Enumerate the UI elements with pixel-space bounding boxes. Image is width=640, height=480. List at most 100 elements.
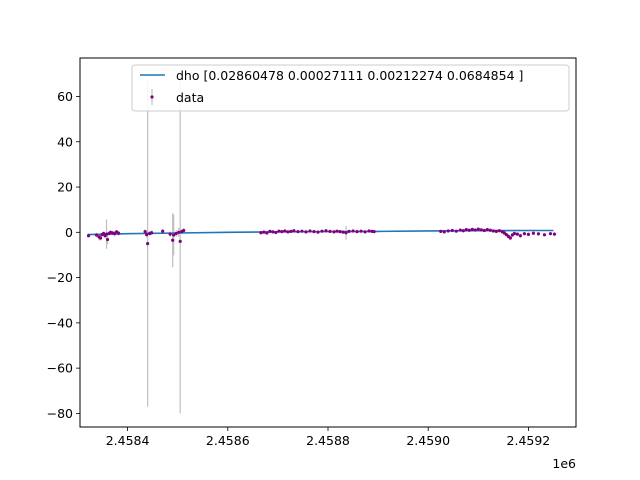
y-axis: 60 40 20 0 −20 −40 −60 −80 bbox=[47, 89, 80, 421]
data-point bbox=[286, 230, 290, 234]
data-point bbox=[518, 234, 522, 238]
data-point bbox=[494, 229, 498, 234]
data-point bbox=[461, 229, 465, 233]
data-point bbox=[274, 230, 278, 235]
legend-marker-swatch bbox=[150, 95, 154, 99]
data-point bbox=[542, 233, 547, 237]
data-point bbox=[526, 232, 531, 236]
data-point bbox=[177, 230, 181, 234]
data-point bbox=[143, 230, 147, 234]
data-point bbox=[86, 234, 91, 238]
data-point bbox=[308, 229, 312, 233]
data-point bbox=[174, 231, 178, 236]
data-point bbox=[344, 231, 348, 235]
data-point bbox=[328, 229, 332, 234]
data-point bbox=[338, 230, 342, 234]
data-point bbox=[262, 230, 266, 234]
data-point bbox=[320, 229, 324, 233]
y-tick-label: −40 bbox=[47, 315, 73, 330]
x-tick-label: 2.4588 bbox=[306, 433, 350, 448]
data-point bbox=[458, 228, 462, 232]
data-point bbox=[145, 232, 149, 237]
data-point bbox=[172, 233, 176, 237]
data-point bbox=[464, 228, 468, 232]
data-point bbox=[491, 229, 495, 233]
data-point bbox=[150, 231, 154, 235]
data-point bbox=[277, 229, 281, 233]
data-point bbox=[442, 230, 446, 234]
data-point bbox=[312, 230, 316, 234]
data-point bbox=[367, 229, 371, 233]
data-point bbox=[531, 231, 536, 235]
x-tick-label: 2.4584 bbox=[106, 433, 150, 448]
y-tick-label: 60 bbox=[57, 89, 73, 104]
data-point bbox=[161, 229, 165, 233]
y-tick-label: −60 bbox=[47, 361, 73, 376]
data-point bbox=[536, 232, 541, 236]
data-point bbox=[271, 230, 275, 234]
data-point bbox=[359, 229, 363, 233]
data-point bbox=[94, 233, 99, 237]
data-point bbox=[363, 230, 367, 234]
y-tick-label: 40 bbox=[57, 134, 73, 149]
data-point bbox=[265, 231, 269, 235]
data-point bbox=[485, 228, 489, 232]
data-point bbox=[168, 232, 172, 236]
x-tick-label: 2.4592 bbox=[507, 433, 551, 448]
data-point bbox=[473, 228, 477, 232]
data-point bbox=[488, 228, 492, 232]
data-point bbox=[283, 229, 287, 233]
data-point bbox=[351, 229, 355, 233]
legend: dho [0.02860478 0.00027111 0.00212274 0.… bbox=[131, 64, 570, 112]
legend-box bbox=[131, 64, 570, 112]
data-point bbox=[98, 236, 103, 240]
data-point bbox=[259, 231, 263, 235]
data-point bbox=[522, 232, 527, 236]
data-point bbox=[101, 231, 106, 236]
x-tick-label: 2.4590 bbox=[406, 433, 450, 448]
data-point bbox=[335, 229, 339, 233]
data-point bbox=[512, 231, 516, 236]
y-tick-label: −80 bbox=[47, 406, 73, 421]
data-point bbox=[341, 230, 345, 234]
data-point bbox=[446, 229, 450, 233]
data-point bbox=[355, 230, 359, 234]
data-point bbox=[476, 227, 480, 231]
x-offset-label: 1e6 bbox=[552, 456, 576, 471]
data-point bbox=[332, 230, 336, 234]
data-point bbox=[454, 229, 458, 233]
data-points bbox=[86, 227, 557, 246]
data-point bbox=[467, 228, 471, 232]
data-point bbox=[296, 230, 300, 234]
data-point bbox=[104, 232, 109, 236]
data-point bbox=[479, 228, 483, 232]
data-point bbox=[470, 227, 474, 231]
data-point bbox=[182, 228, 186, 233]
x-tick-label: 2.4586 bbox=[206, 433, 250, 448]
data-point bbox=[178, 239, 182, 243]
data-point bbox=[548, 232, 553, 236]
data-point bbox=[105, 237, 110, 242]
legend-label-data: data bbox=[176, 90, 204, 105]
data-point bbox=[515, 232, 519, 236]
data-point bbox=[146, 242, 150, 246]
data-point bbox=[508, 236, 512, 240]
y-tick-label: −20 bbox=[47, 270, 73, 285]
data-point bbox=[280, 230, 284, 234]
x-axis: 2.4584 2.4586 2.4588 2.4590 2.4592 bbox=[106, 427, 551, 448]
data-point bbox=[450, 228, 454, 233]
data-point bbox=[289, 229, 293, 234]
legend-label-model: dho [0.02860478 0.00027111 0.00212274 0.… bbox=[176, 68, 523, 83]
plot-content bbox=[86, 69, 557, 414]
data-point bbox=[268, 229, 272, 234]
data-point bbox=[482, 228, 486, 233]
data-point bbox=[324, 229, 328, 233]
data-point bbox=[316, 230, 320, 234]
data-point bbox=[300, 229, 304, 233]
data-point bbox=[304, 230, 308, 234]
data-point bbox=[439, 229, 443, 234]
data-point bbox=[292, 229, 296, 233]
data-point bbox=[171, 238, 175, 242]
data-point bbox=[347, 229, 351, 234]
